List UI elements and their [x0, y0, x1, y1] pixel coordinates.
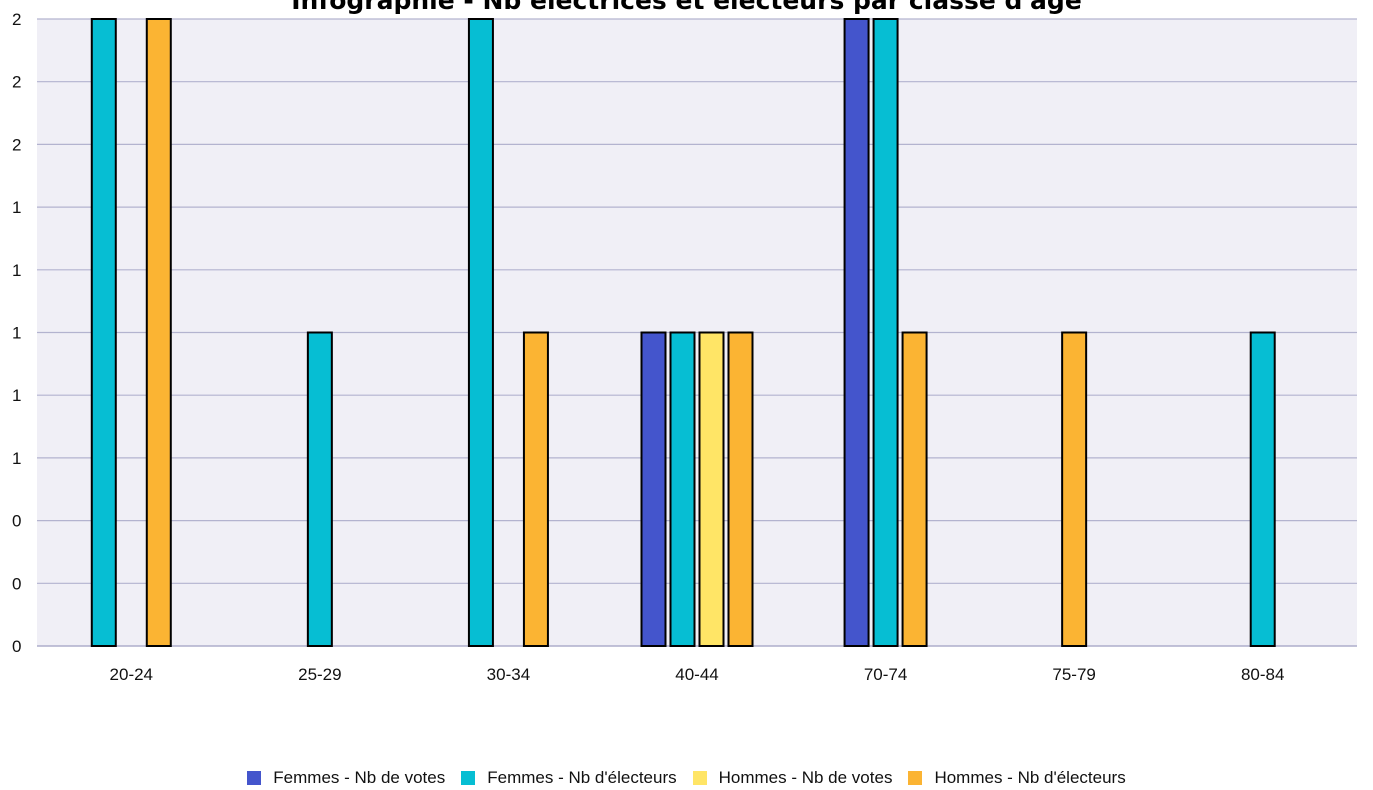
legend-label: Femmes - Nb de votes — [273, 768, 446, 787]
legend-label: Hommes - Nb d'électeurs — [934, 768, 1126, 787]
chart-title: Infographie - Nb électrices et électeurs… — [291, 0, 1082, 15]
legend-label: Femmes - Nb d'électeurs — [487, 768, 677, 787]
legend-swatch — [247, 771, 262, 785]
bar — [872, 18, 899, 647]
bar — [901, 331, 928, 647]
legend-item[interactable]: Hommes - Nb d'électeurs — [908, 768, 1126, 788]
x-tick-label: 70-74 — [864, 665, 907, 684]
legend-swatch — [461, 771, 476, 785]
bar — [145, 18, 172, 647]
y-tick-label: 2 — [12, 10, 21, 29]
y-tick-label: 1 — [12, 449, 21, 468]
y-tick-label: 0 — [12, 512, 21, 531]
bar — [522, 331, 549, 647]
bar — [90, 18, 117, 647]
x-tick-label: 80-84 — [1241, 665, 1284, 684]
bar — [1249, 331, 1276, 647]
y-tick-label: 1 — [12, 198, 21, 217]
x-tick-label: 30-34 — [487, 665, 530, 684]
x-tick-label: 75-79 — [1052, 665, 1095, 684]
grid-lines — [37, 18, 1357, 647]
x-tick-label: 20-24 — [110, 665, 153, 684]
y-tick-label: 1 — [12, 386, 21, 405]
legend: Femmes - Nb de votes Femmes - Nb d'électe… — [0, 768, 1373, 788]
bar — [727, 331, 754, 647]
bar — [1061, 331, 1088, 647]
x-tick-label: 40-44 — [675, 665, 718, 684]
legend-item[interactable]: Femmes - Nb de votes — [247, 768, 445, 788]
y-tick-label: 1 — [12, 324, 21, 343]
legend-item[interactable]: Femmes - Nb d'électeurs — [461, 768, 677, 788]
legend-label: Hommes - Nb de votes — [718, 768, 893, 787]
bar — [467, 18, 494, 647]
x-axis-ticks: 20-24 25-29 30-34 40-44 70-74 75-79 80-84 — [110, 665, 1285, 684]
bar — [640, 331, 667, 647]
legend-item[interactable]: Hommes - Nb de votes — [692, 768, 893, 788]
y-tick-label: 1 — [12, 261, 21, 280]
y-tick-label: 0 — [12, 637, 21, 656]
y-tick-label: 0 — [12, 574, 21, 593]
bar — [669, 331, 696, 647]
y-axis-ticks: 0 0 0 1 1 1 1 1 2 2 2 — [12, 10, 21, 656]
bars — [90, 18, 1276, 647]
legend-swatch — [692, 771, 707, 785]
y-tick-label: 2 — [12, 135, 21, 154]
legend-swatch — [908, 771, 923, 785]
y-tick-label: 2 — [12, 73, 21, 92]
bar — [843, 18, 870, 647]
bar — [306, 331, 333, 647]
bar — [698, 331, 725, 647]
x-tick-label: 25-29 — [298, 665, 341, 684]
